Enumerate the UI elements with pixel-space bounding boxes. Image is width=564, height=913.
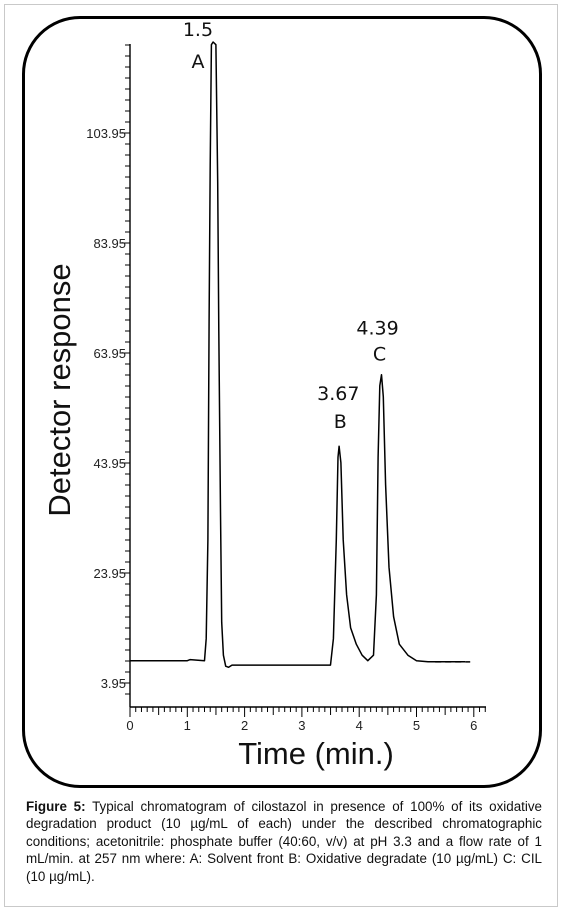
y-axis-label: Detector response (42, 263, 77, 516)
peak-time-label: 1.5 (183, 19, 213, 41)
x-tick-label: 1 (184, 718, 191, 733)
peak-letter-label: C (373, 344, 386, 366)
x-tick-label: 3 (298, 718, 305, 733)
peak-time-label: 4.39 (356, 318, 398, 340)
peak-annotations: 1.5 A 3.67 B 4.39 C (183, 19, 399, 433)
y-tick-label: 43.95 (93, 456, 126, 471)
chart-panel (22, 16, 542, 788)
y-tick-label: 63.95 (93, 346, 126, 361)
axes (129, 44, 486, 708)
peak-time-label: 3.67 (317, 383, 359, 405)
figure-caption: Figure 5: Typical chromatogram of cilost… (26, 798, 542, 885)
figure-frame (4, 4, 558, 907)
chromatogram-chart: 3.95 23.95 43.95 63.95 83.95 103.95 0 1 2 3 4 5 6 1.… (42, 19, 486, 771)
x-tick-label: 6 (470, 718, 477, 733)
y-tick-label: 83.95 (93, 236, 126, 251)
caption-text: Typical chromatogram of cilostazol in pr… (26, 799, 542, 884)
x-tick-label: 5 (413, 718, 420, 733)
x-tick-label: 0 (126, 718, 133, 733)
caption-label: Figure 5: (26, 799, 86, 814)
x-axis-label: Time (min.) (238, 736, 394, 771)
y-tick-label: 3.95 (101, 676, 126, 691)
y-tick-label: 103.95 (86, 126, 126, 141)
x-tick-label: 2 (241, 718, 248, 733)
x-tick-label: 4 (356, 718, 363, 733)
ticks: 3.95 23.95 43.95 63.95 83.95 103.95 0 1 2 3 4 5 6 (86, 44, 486, 733)
peak-letter-label: A (191, 51, 204, 73)
y-tick-label: 23.95 (93, 566, 126, 581)
series-layer (130, 41, 471, 669)
peak-letter-label: B (334, 411, 347, 433)
chromatogram-trace (130, 41, 466, 669)
